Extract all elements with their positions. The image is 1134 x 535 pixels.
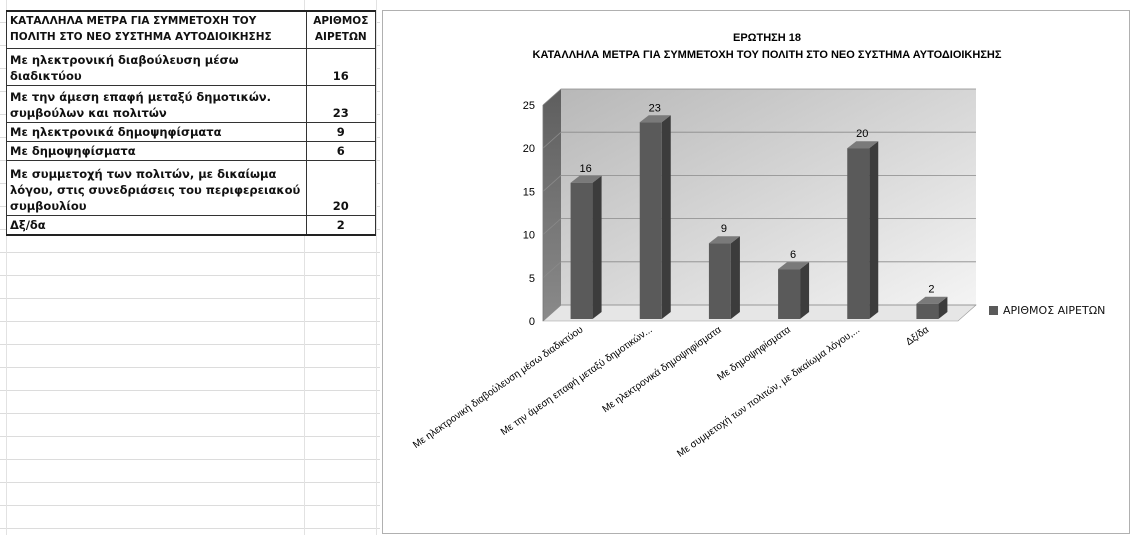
bar-top <box>847 141 879 149</box>
bar-side <box>869 141 879 319</box>
chart-side-wall <box>543 89 561 321</box>
chart-floor <box>542 304 977 322</box>
chart-back-wall <box>561 89 976 305</box>
bar <box>639 122 662 319</box>
bar <box>847 148 870 319</box>
bar-side <box>938 296 948 319</box>
y-tick-label: 10 <box>523 230 535 242</box>
bar-top <box>639 115 671 123</box>
gridline <box>542 261 976 279</box>
x-tick-label: Με δημοψηφίσματα <box>715 324 793 384</box>
table-row: Με ηλεκτρονική διαβούλευση μέσω διαδικτύ… <box>6 48 377 86</box>
bar <box>570 182 593 319</box>
gridline <box>542 131 976 149</box>
x-tick-label: Δξ/δα <box>904 324 931 348</box>
data-label: 16 <box>579 163 591 175</box>
row-label-cell[interactable]: Με ηλεκτρονικά δημοψηφίσματα <box>6 122 307 142</box>
data-label: 20 <box>856 128 868 140</box>
data-table: ΚΑΤΑΛΛΗΛΑ ΜΕΤΡΑ ΓΙΑ ΣΥΜΜΕΤΟΧΗ ΤΟΥ ΠΟΛΙΤΗ… <box>6 10 377 236</box>
table-row: Με συμμετοχή των πολιτών, με δικαίωμα λό… <box>6 160 377 216</box>
row-value-cell[interactable]: 6 <box>305 141 377 161</box>
gridline <box>542 88 976 106</box>
row-value-cell[interactable]: 9 <box>305 122 377 142</box>
bar-top <box>570 175 602 183</box>
gridline <box>542 304 976 322</box>
table-row: Με την άμεση επαφή μεταξύ δημοτικών. συμ… <box>6 85 377 123</box>
y-tick-label: 25 <box>523 100 535 112</box>
legend-label: ΑΡΙΘΜΟΣ ΑΙΡΕΤΩΝ <box>1003 304 1106 317</box>
data-label: 6 <box>790 249 796 261</box>
row-label-cell[interactable]: Δξ/δα <box>6 215 307 236</box>
data-label: 2 <box>928 284 934 296</box>
row-value-cell[interactable]: 23 <box>305 85 377 123</box>
bar-chart: ΕΡΩΤΗΣΗ 18 ΚΑΤΑΛΛΗΛΑ ΜΕΤΡΑ ΓΙΑ ΣΥΜΜΕΤΟΧΗ… <box>411 32 1002 460</box>
row-value-cell[interactable]: 20 <box>305 160 377 216</box>
bar <box>778 269 801 319</box>
row-value-cell[interactable]: 2 <box>305 215 377 236</box>
bar <box>916 303 939 319</box>
bar-top <box>778 262 810 270</box>
y-tick-label: 15 <box>523 186 535 198</box>
bar-side <box>800 262 810 319</box>
x-tick-label: Με την άμεση επαφή μεταξύ δημοτικών... <box>498 324 654 438</box>
row-label-cell[interactable]: Με ηλεκτρονική διαβούλευση μέσω διαδικτύ… <box>6 48 307 86</box>
bar-side <box>661 115 671 319</box>
x-tick-label: Με ηλεκτρονικά δημοψηφίσματα <box>600 324 724 416</box>
header-value-cell[interactable]: ΑΡΙΘΜΟΣ ΑΙΡΕΤΩΝ <box>305 10 377 49</box>
chart-object[interactable]: ΕΡΩΤΗΣΗ 18 ΚΑΤΑΛΛΗΛΑ ΜΕΤΡΑ ΓΙΑ ΣΥΜΜΕΤΟΧΗ… <box>382 10 1130 534</box>
bar-side <box>730 236 740 319</box>
header-label-cell[interactable]: ΚΑΤΑΛΛΗΛΑ ΜΕΤΡΑ ΓΙΑ ΣΥΜΜΕΤΟΧΗ ΤΟΥ ΠΟΛΙΤΗ… <box>6 10 307 49</box>
y-tick-label: 0 <box>529 316 535 328</box>
row-value-cell[interactable]: 16 <box>305 48 377 86</box>
bar <box>708 243 731 319</box>
data-label: 23 <box>649 102 661 114</box>
y-tick-label: 5 <box>529 273 535 285</box>
bar-top <box>708 236 740 244</box>
table-row: Με δημοψηφίσματα 6 <box>6 141 377 161</box>
legend-swatch <box>989 306 998 315</box>
chart-subtitle: ΚΑΤΑΛΛΗΛΑ ΜΕΤΡΑ ΓΙΑ ΣΥΜΜΕΤΟΧΗ ΤΟΥ ΠΟΛΙΤΗ… <box>533 49 1002 61</box>
gridline <box>542 218 976 235</box>
row-label-cell[interactable]: Με την άμεση επαφή μεταξύ δημοτικών. συμ… <box>6 85 307 123</box>
gridline <box>542 174 976 192</box>
table-header-row: ΚΑΤΑΛΛΗΛΑ ΜΕΤΡΑ ΓΙΑ ΣΥΜΜΕΤΟΧΗ ΤΟΥ ΠΟΛΙΤΗ… <box>6 10 377 49</box>
chart-title: ΕΡΩΤΗΣΗ 18 <box>733 32 801 44</box>
bar-side <box>592 175 602 319</box>
row-label-cell[interactable]: Με δημοψηφίσματα <box>6 141 307 161</box>
chart-legend[interactable]: ΑΡΙΘΜΟΣ ΑΙΡΕΤΩΝ <box>989 304 1105 317</box>
table-row: Δξ/δα 2 <box>6 215 377 236</box>
table-row: Με ηλεκτρονικά δημοψηφίσματα 9 <box>6 122 377 142</box>
data-label: 9 <box>721 223 727 235</box>
row-label-cell[interactable]: Με συμμετοχή των πολιτών, με δικαίωμα λό… <box>6 160 307 216</box>
bar-top <box>916 296 948 304</box>
y-tick-label: 20 <box>523 143 535 155</box>
